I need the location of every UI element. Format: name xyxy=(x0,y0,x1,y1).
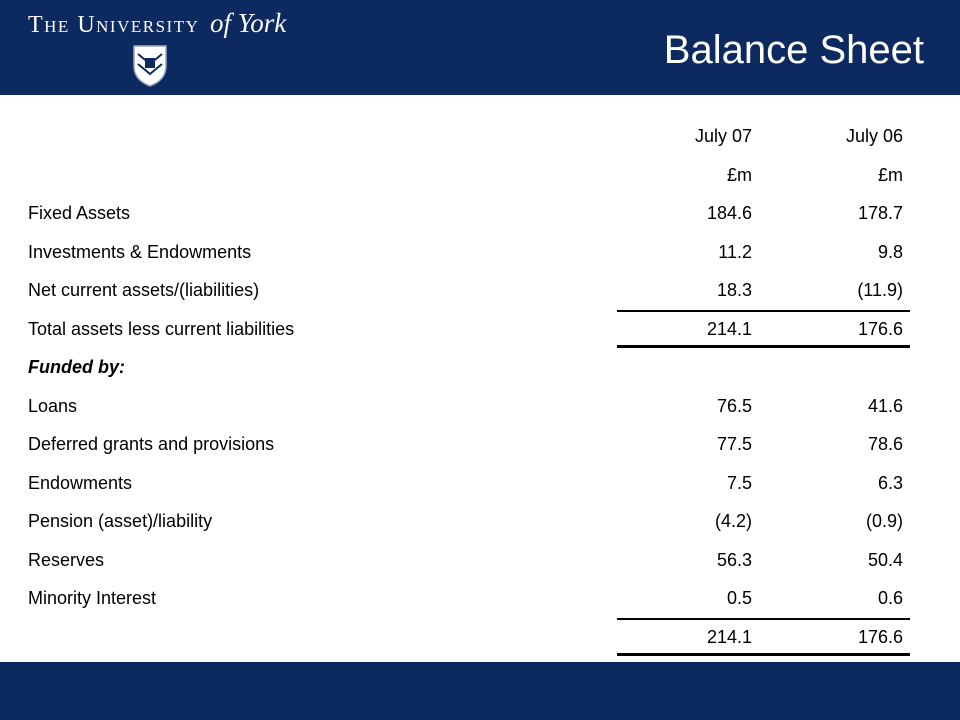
cell-value: 176.6 xyxy=(757,617,910,656)
cell-value: 184.6 xyxy=(706,203,752,223)
table-row: Minority Interest 0.5 0.6 xyxy=(0,579,960,617)
header-band: The University of York Balance Sheet xyxy=(0,0,960,95)
cell-value: 6.3 xyxy=(877,472,903,493)
footer-band xyxy=(0,662,960,720)
logo-text: The University xyxy=(28,12,200,38)
cell-value: 56.3 xyxy=(716,549,752,570)
cell-value: (11.9) xyxy=(857,280,903,300)
slide-title: Balance Sheet xyxy=(663,28,924,72)
cell-value: 7.5 xyxy=(726,472,752,493)
table-row: Endowments 7.5 6.3 xyxy=(0,464,960,502)
cell-value: (0.9) xyxy=(865,511,903,531)
table-row: Net current assets/(liabilities) 18.3 (11.… xyxy=(0,271,960,309)
table-row: Loans 76.5 41.6 xyxy=(0,387,960,425)
cell-value: 41.6 xyxy=(867,395,903,416)
cell-value: (4.2) xyxy=(714,511,752,531)
cell-value: 0.6 xyxy=(877,588,903,608)
row-label: Endowments xyxy=(28,472,133,493)
table-row: 214.1 176.6 xyxy=(0,617,960,656)
header-row: July 07 July 06 xyxy=(0,117,960,155)
crest xyxy=(133,45,167,87)
table-row: Fixed Assets 184.6 178.7 xyxy=(0,194,960,232)
row-label: Total assets less current liabilities xyxy=(28,318,295,339)
cell-value: 18.3 xyxy=(716,280,752,300)
table-row: Deferred grants and provisions 77.5 78.6 xyxy=(0,425,960,463)
cell-value: 77.5 xyxy=(716,434,752,454)
cell-value: 76.5 xyxy=(716,395,752,416)
row-label: Investments & Endowments xyxy=(28,241,252,262)
cell-value: 214.1 xyxy=(617,309,757,348)
cell-value: 0.5 xyxy=(726,588,752,608)
column-header: July 06 xyxy=(845,126,903,146)
cell-value: 50.4 xyxy=(867,549,903,570)
cell-value: 9.8 xyxy=(877,241,903,262)
table-row: Reserves 56.3 50.4 xyxy=(0,541,960,579)
table-row: Funded by: xyxy=(0,348,960,386)
row-label: Deferred grants and provisions xyxy=(28,434,275,454)
cell-value: 11.2 xyxy=(718,241,752,262)
row-label: Funded by: xyxy=(28,357,125,377)
row-label: Minority Interest xyxy=(28,588,157,608)
row-label: Pension (asset)/liability xyxy=(28,511,213,531)
header-row: £m £m xyxy=(0,156,960,194)
table-row: Investments & Endowments 11.2 9.8 xyxy=(0,233,960,271)
logo-script: of York xyxy=(210,8,287,38)
cell-value: 214.1 xyxy=(617,617,757,656)
table-row: Pension (asset)/liability (4.2) (0.9) xyxy=(0,502,960,540)
row-label: Loans xyxy=(28,395,78,416)
cell-value: 178.7 xyxy=(857,203,903,223)
row-label: Fixed Assets xyxy=(28,203,131,223)
cell-value: 176.6 xyxy=(757,309,910,348)
row-label: Reserves xyxy=(28,549,105,570)
cell-value: 78.6 xyxy=(867,434,903,454)
column-header: £m xyxy=(877,164,903,185)
column-header: July 07 xyxy=(694,126,752,146)
row-label: Net current assets/(liabilities) xyxy=(28,280,260,300)
column-header: £m xyxy=(726,164,752,185)
table-row: Total assets less current liabilities 214… xyxy=(0,309,960,348)
